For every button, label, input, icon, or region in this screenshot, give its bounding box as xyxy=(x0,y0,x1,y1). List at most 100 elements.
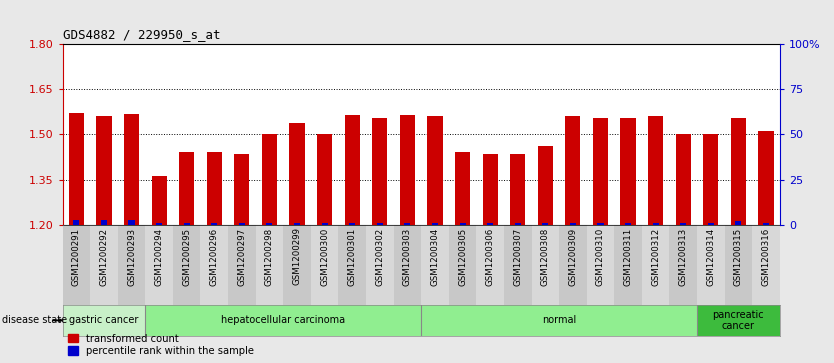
Bar xyxy=(460,223,465,225)
Bar xyxy=(97,115,112,225)
Bar xyxy=(289,123,304,225)
Text: GSM1200316: GSM1200316 xyxy=(761,228,771,286)
Text: disease state: disease state xyxy=(2,315,67,325)
Text: GSM1200302: GSM1200302 xyxy=(375,228,384,286)
Bar xyxy=(586,225,615,305)
Text: GSM1200308: GSM1200308 xyxy=(540,228,550,286)
Text: GSM1200314: GSM1200314 xyxy=(706,228,716,286)
Bar xyxy=(510,154,525,225)
Text: GSM1200312: GSM1200312 xyxy=(651,228,661,286)
Bar xyxy=(421,225,449,305)
Bar xyxy=(118,225,145,305)
Bar xyxy=(404,223,410,225)
Bar xyxy=(239,223,245,225)
Bar xyxy=(449,225,476,305)
Text: GSM1200315: GSM1200315 xyxy=(734,228,743,286)
Bar xyxy=(427,115,443,225)
Bar xyxy=(124,114,139,225)
Text: gastric cancer: gastric cancer xyxy=(69,315,138,325)
Bar xyxy=(366,225,394,305)
Bar xyxy=(570,223,576,225)
Bar xyxy=(736,221,741,225)
Bar xyxy=(703,134,718,225)
Text: normal: normal xyxy=(542,315,576,325)
Text: GSM1200300: GSM1200300 xyxy=(320,228,329,286)
Bar xyxy=(284,225,311,305)
Text: GSM1200295: GSM1200295 xyxy=(182,228,191,286)
Bar xyxy=(63,225,90,305)
Text: GSM1200291: GSM1200291 xyxy=(72,228,81,286)
Text: GSM1200304: GSM1200304 xyxy=(430,228,440,286)
Text: GSM1200309: GSM1200309 xyxy=(569,228,577,286)
Text: GSM1200296: GSM1200296 xyxy=(210,228,219,286)
Bar xyxy=(538,146,553,225)
Bar xyxy=(483,154,498,225)
Text: GSM1200307: GSM1200307 xyxy=(513,228,522,286)
Bar xyxy=(615,225,642,305)
Bar xyxy=(593,118,608,225)
Bar xyxy=(642,225,670,305)
Bar xyxy=(311,225,339,305)
Bar xyxy=(752,225,780,305)
Bar xyxy=(531,225,559,305)
Bar xyxy=(399,115,415,225)
Bar xyxy=(63,305,145,336)
Bar xyxy=(421,305,697,336)
Bar xyxy=(455,152,470,225)
Bar xyxy=(625,223,631,225)
Bar xyxy=(504,225,531,305)
Bar xyxy=(559,225,586,305)
Text: GSM1200311: GSM1200311 xyxy=(624,228,632,286)
Bar xyxy=(207,152,222,225)
Bar xyxy=(697,225,725,305)
Bar xyxy=(372,118,387,225)
Bar xyxy=(653,223,659,225)
Bar xyxy=(339,225,366,305)
Bar xyxy=(487,223,493,225)
Bar xyxy=(262,134,277,225)
Text: GSM1200297: GSM1200297 xyxy=(238,228,246,286)
Text: GSM1200292: GSM1200292 xyxy=(99,228,108,286)
Text: GSM1200299: GSM1200299 xyxy=(293,228,302,285)
Bar xyxy=(173,225,200,305)
Bar xyxy=(349,223,355,225)
Bar xyxy=(294,223,300,225)
Bar xyxy=(322,223,328,225)
Bar xyxy=(377,223,383,225)
Text: pancreatic
cancer: pancreatic cancer xyxy=(712,310,764,331)
Text: GSM1200313: GSM1200313 xyxy=(679,228,688,286)
Bar xyxy=(670,225,697,305)
Bar xyxy=(708,223,714,225)
Text: hepatocellular carcinoma: hepatocellular carcinoma xyxy=(221,315,345,325)
Text: GSM1200306: GSM1200306 xyxy=(485,228,495,286)
Bar xyxy=(394,225,421,305)
Bar xyxy=(344,115,359,225)
Bar xyxy=(156,223,162,225)
Text: GSM1200301: GSM1200301 xyxy=(348,228,357,286)
Text: GSM1200310: GSM1200310 xyxy=(596,228,605,286)
Bar xyxy=(681,223,686,225)
Bar xyxy=(565,115,580,225)
Bar xyxy=(183,223,189,225)
Bar xyxy=(597,223,604,225)
Text: GSM1200293: GSM1200293 xyxy=(127,228,136,286)
Bar xyxy=(211,223,218,225)
Bar xyxy=(476,225,504,305)
Bar xyxy=(432,223,438,225)
Bar xyxy=(725,225,752,305)
Bar xyxy=(145,305,421,336)
Bar xyxy=(763,223,769,225)
Bar xyxy=(731,118,746,225)
Bar xyxy=(758,131,774,225)
Text: GSM1200305: GSM1200305 xyxy=(458,228,467,286)
Bar xyxy=(676,134,691,225)
Bar xyxy=(152,176,167,225)
Bar xyxy=(68,113,84,225)
Bar xyxy=(266,223,273,225)
Bar xyxy=(648,115,663,225)
Bar xyxy=(515,223,520,225)
Bar xyxy=(620,118,636,225)
Bar xyxy=(179,152,194,225)
Bar xyxy=(128,220,134,225)
Bar xyxy=(542,223,548,225)
